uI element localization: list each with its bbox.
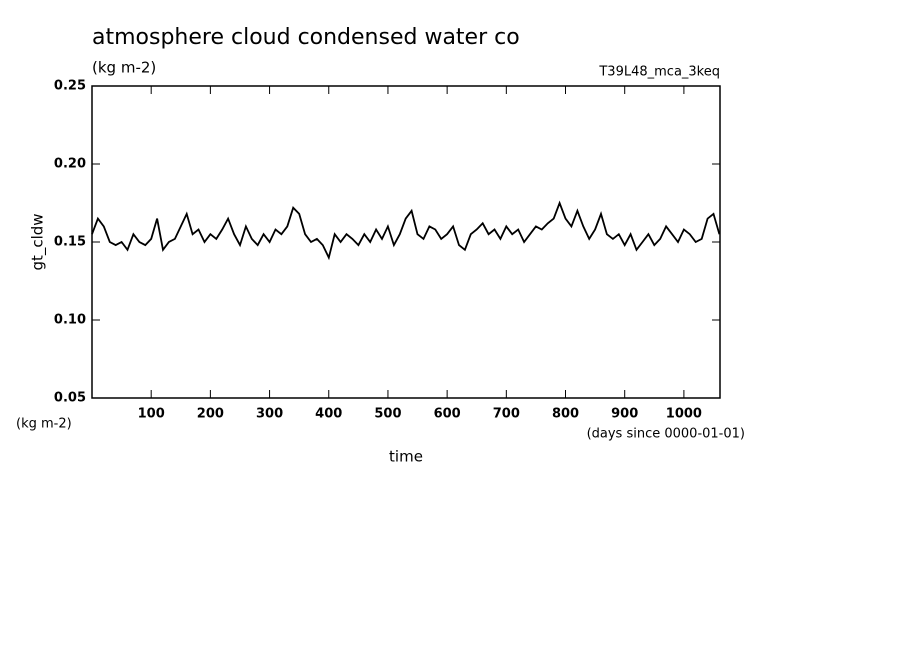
x-unit: (days since 0000-01-01) [587,427,745,442]
y-tick-label: 0.05 [54,391,86,406]
y-tick-label: 0.25 [54,79,86,94]
x-tick-label: 800 [552,407,579,422]
y-unit: (kg m-2) [16,417,72,432]
x-tick-label: 300 [256,407,283,422]
y-axis-label: gt_cldw [29,213,48,270]
x-axis-label: time [389,448,423,466]
y-tick-label: 0.20 [54,157,86,172]
x-tick-label: 600 [434,407,461,422]
chart-title: atmosphere cloud condensed water co [92,25,520,50]
chart-subtitle: (kg m-2) [92,59,156,77]
annotation: T39L48_mca_3keq [598,65,720,80]
y-tick-label: 0.15 [54,235,86,250]
x-tick-label: 900 [611,407,638,422]
x-tick-label: 400 [315,407,342,422]
x-tick-label: 200 [197,407,224,422]
x-tick-label: 1000 [666,407,702,422]
x-tick-label: 500 [374,407,401,422]
x-tick-label: 100 [138,407,165,422]
data-line [91,200,721,261]
y-tick-label: 0.10 [54,313,86,328]
x-tick-label: 700 [493,407,520,422]
